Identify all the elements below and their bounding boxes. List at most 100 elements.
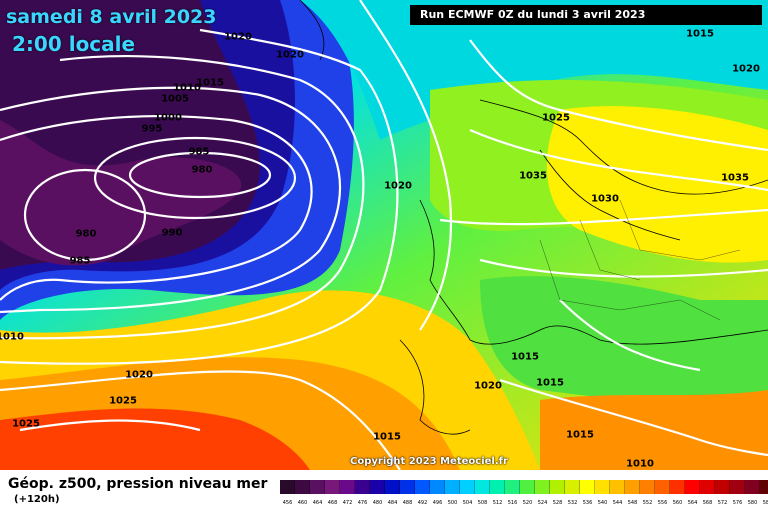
color-scale-swatch <box>295 480 310 494</box>
isobar-label: 1020 <box>125 369 153 381</box>
isobar-label: 980 <box>75 228 97 240</box>
color-scale-swatch <box>460 480 475 494</box>
color-scale-label: 544 <box>612 500 623 506</box>
color-scale-swatch <box>670 480 685 494</box>
color-scale-label: 496 <box>432 500 443 506</box>
color-scale-swatch <box>760 480 768 494</box>
color-scale-swatch <box>565 480 580 494</box>
color-scale-swatch <box>490 480 505 494</box>
cold-core <box>0 120 242 266</box>
color-scale-swatch <box>700 480 715 494</box>
isobar-label: 1015 <box>686 28 714 40</box>
europe-ridge <box>546 106 768 263</box>
color-scale-label: 584 <box>762 500 768 506</box>
color-scale-swatch <box>355 480 370 494</box>
isobar-label: 1025 <box>542 112 570 124</box>
isobar-label: 1015 <box>373 431 401 443</box>
copyright-text: Copyright 2023 Meteociel.fr <box>350 456 508 467</box>
color-scale-label: 548 <box>627 500 638 506</box>
color-scale-swatch <box>685 480 700 494</box>
color-scale-swatch <box>655 480 670 494</box>
color-scale-label: 572 <box>717 500 728 506</box>
color-scale-swatch <box>730 480 745 494</box>
color-scale-swatch <box>745 480 760 494</box>
color-scale-label: 540 <box>597 500 608 506</box>
color-scale-label: 472 <box>342 500 353 506</box>
forecast-lead-time: (+120h) <box>14 494 60 505</box>
isobar-label: 1030 <box>591 193 619 205</box>
country-borders <box>539 199 741 321</box>
isobar-label: 980 <box>191 164 213 176</box>
isobar-label: 1025 <box>12 418 40 430</box>
isobar-label: 995 <box>141 123 163 135</box>
color-scale-swatch <box>370 480 385 494</box>
color-scale-swatch <box>445 480 460 494</box>
color-scale-label: 488 <box>402 500 413 506</box>
northern-cyan <box>300 0 768 140</box>
color-scale-label: 468 <box>327 500 338 506</box>
color-scale-swatch <box>580 480 595 494</box>
color-scale-label: 556 <box>657 500 668 506</box>
color-scale-label: 564 <box>687 500 698 506</box>
isobar-label: 1015 <box>511 351 539 363</box>
color-scale-swatch <box>400 480 415 494</box>
isobar-label: 1015 <box>566 429 594 441</box>
forecast-time: 2:00 locale <box>12 32 136 56</box>
color-scale-swatch <box>610 480 625 494</box>
color-scale-swatch <box>505 480 520 494</box>
color-scale-label: 508 <box>477 500 488 506</box>
color-scale-label: 524 <box>537 500 548 506</box>
color-scale-label: 516 <box>507 500 518 506</box>
color-scale-swatch <box>310 480 325 494</box>
isobar-label: 1025 <box>109 395 137 407</box>
isobar-label: 1015 <box>536 377 564 389</box>
color-scale-label: 580 <box>747 500 758 506</box>
isobar-label: 1020 <box>474 380 502 392</box>
color-scale-label: 484 <box>387 500 398 506</box>
color-scale-label: 560 <box>672 500 683 506</box>
color-scale-label: 500 <box>447 500 458 506</box>
color-scale-swatch <box>520 480 535 494</box>
isobar-label: 1035 <box>519 170 547 182</box>
color-scale-label: 460 <box>297 500 308 506</box>
color-scale-label: 504 <box>462 500 473 506</box>
color-scale-label: 576 <box>732 500 743 506</box>
isobar-label: 1010 <box>173 82 201 94</box>
color-scale-swatch <box>385 480 400 494</box>
color-scale <box>280 480 768 494</box>
color-scale-labels: 456 460 464 468 472 476 480 484 488 492 496 500 504 5… <box>280 500 768 506</box>
isobar-label: 1010 <box>626 458 654 470</box>
color-scale-label: 528 <box>552 500 563 506</box>
color-scale-swatch <box>415 480 430 494</box>
forecast-date: samedi 8 avril 2023 <box>6 6 217 28</box>
color-scale-label: 480 <box>372 500 383 506</box>
color-scale-swatch <box>625 480 640 494</box>
color-scale-swatch <box>595 480 610 494</box>
isobar-label: 1020 <box>224 31 252 43</box>
isobar-label: 990 <box>161 227 183 239</box>
model-run-label: Run ECMWF 0Z du lundi 3 avril 2023 <box>410 5 762 25</box>
color-scale-swatch <box>640 480 655 494</box>
isobar-label: 1020 <box>276 49 304 61</box>
isobar-label: 1035 <box>721 172 749 184</box>
map-canvas <box>0 0 768 470</box>
map-title: Géop. z500, pression niveau mer <box>8 476 268 492</box>
color-scale-label: 464 <box>312 500 323 506</box>
color-scale-swatch <box>340 480 355 494</box>
isobar-label: 1015 <box>196 77 224 89</box>
color-scale-swatch <box>430 480 445 494</box>
weather-map: 1020 1020 1015 1020 1010 1015 1005 1000 … <box>0 0 768 470</box>
isobar-label: 1000 <box>154 112 182 124</box>
color-scale-label: 568 <box>702 500 713 506</box>
isobar-label: 985 <box>69 255 91 267</box>
isobar-label: 985 <box>188 146 210 158</box>
isobar-label: 1020 <box>384 180 412 192</box>
color-scale-swatch <box>535 480 550 494</box>
color-scale-label: 520 <box>522 500 533 506</box>
isobar-label: 1010 <box>0 331 24 343</box>
color-scale-label: 532 <box>567 500 578 506</box>
color-scale-label: 492 <box>417 500 428 506</box>
isobar-label: 1020 <box>732 63 760 75</box>
color-scale-label: 476 <box>357 500 368 506</box>
isobar-label: 1005 <box>161 93 189 105</box>
